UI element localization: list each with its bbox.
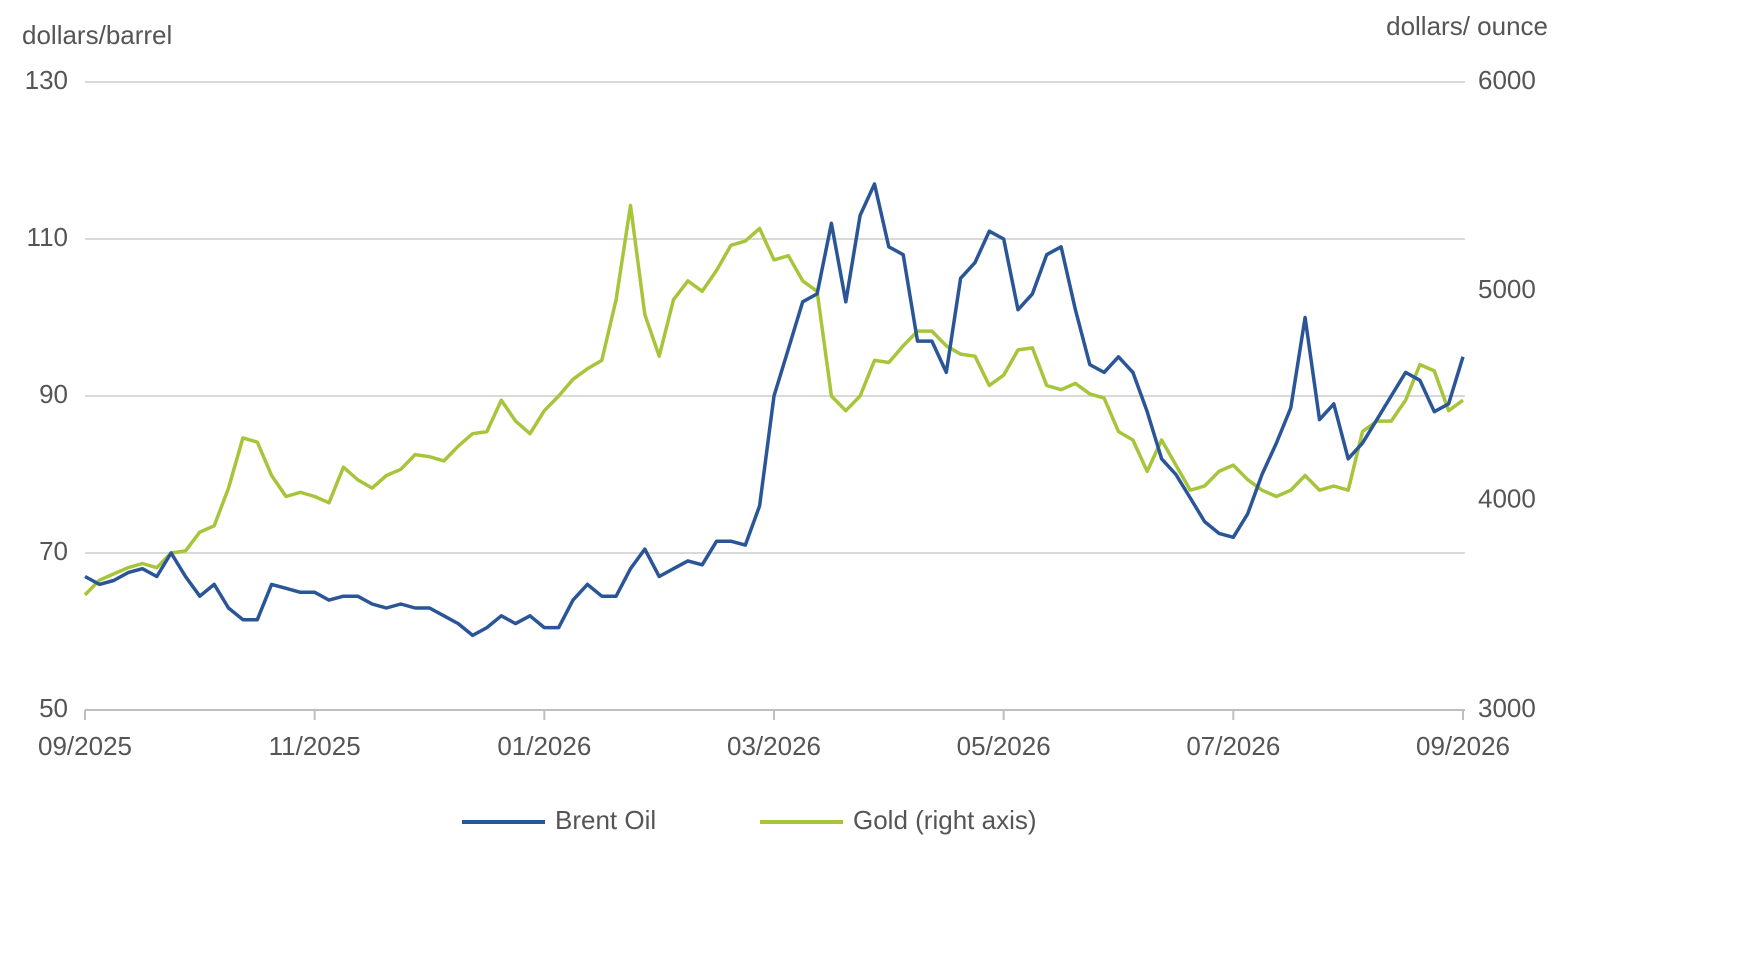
y-tick-label: 110 (27, 222, 68, 252)
legend-label: Brent Oil (555, 805, 656, 835)
y-tick-label: 70 (39, 536, 68, 566)
x-tick-label: 07/2026 (1186, 731, 1280, 761)
x-tick-label: 05/2026 (957, 731, 1051, 761)
legend-label: Gold (right axis) (853, 805, 1037, 835)
series-line (83, 203, 1465, 597)
y-axis-title: dollars/barrel (22, 20, 172, 50)
y2-tick-label: 5000 (1478, 274, 1536, 304)
y2-axis-title: dollars/ ounce (1386, 11, 1548, 41)
y2-tick-label: 3000 (1478, 693, 1536, 723)
y-tick-label: 130 (25, 65, 68, 95)
x-tick-label: 01/2026 (497, 731, 591, 761)
y-tick-label: 50 (39, 693, 68, 723)
x-tick-label: 11/2025 (269, 731, 361, 761)
x-tick-label: 03/2026 (727, 731, 821, 761)
y2-tick-label: 4000 (1478, 484, 1536, 514)
x-tick-label: 09/2026 (1416, 731, 1510, 761)
x-tick-label: 09/2025 (38, 731, 132, 761)
y-tick-label: 90 (39, 379, 68, 409)
series-line (84, 182, 1465, 638)
y2-tick-label: 6000 (1478, 65, 1536, 95)
